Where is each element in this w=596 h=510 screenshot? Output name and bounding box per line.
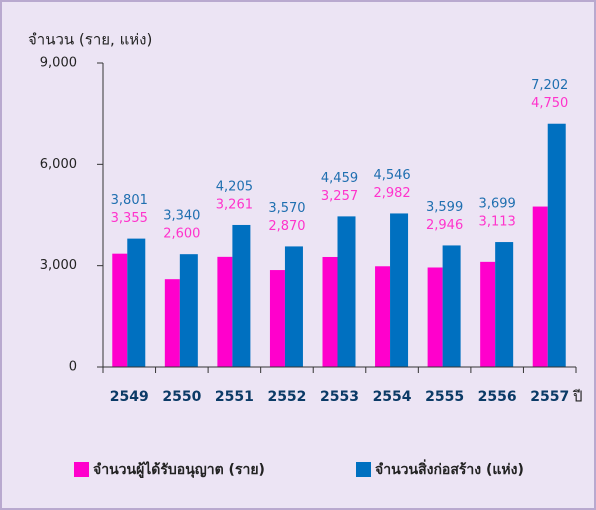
data-label: 3,699	[479, 197, 516, 212]
y-tick-label: 0	[69, 360, 77, 375]
legend-swatch	[74, 462, 89, 477]
x-tick-label: 2555	[425, 389, 464, 405]
bar	[269, 270, 285, 367]
x-tick-label: 2552	[267, 389, 306, 405]
data-label: 4,459	[321, 171, 358, 186]
data-label: 3,599	[426, 200, 463, 215]
data-label: 3,257	[321, 189, 358, 204]
bar	[547, 123, 566, 367]
data-label: 2,946	[426, 218, 463, 233]
data-label: 4,546	[373, 168, 410, 183]
x-tick-label: 2551	[215, 389, 254, 405]
x-axis-label: ปี	[572, 388, 582, 406]
x-tick-label: 2550	[162, 389, 201, 405]
bar	[390, 213, 409, 367]
bar	[442, 245, 461, 367]
x-tick-label: 2556	[478, 389, 517, 405]
x-tick-label: 2549	[110, 389, 149, 405]
bar	[284, 246, 303, 367]
x-tick-label: 2553	[320, 389, 359, 405]
bar	[337, 216, 356, 367]
bar	[127, 238, 146, 367]
data-label: 7,202	[531, 78, 568, 93]
bar	[480, 261, 496, 367]
data-label: 3,570	[268, 201, 305, 216]
data-label: 2,600	[163, 227, 200, 242]
bar	[322, 256, 338, 367]
y-axis-label: จำนวน (ราย, แห่ง)	[28, 31, 152, 49]
data-label: 3,113	[479, 215, 516, 230]
bar	[427, 267, 443, 367]
bar	[164, 279, 180, 367]
data-label: 4,750	[531, 96, 568, 111]
data-label: 3,261	[216, 197, 253, 212]
data-label: 2,982	[373, 186, 410, 201]
bar	[495, 242, 514, 367]
legend-swatch	[356, 462, 371, 477]
y-tick-label: 6,000	[40, 157, 77, 172]
data-label: 3,340	[163, 209, 200, 224]
data-label: 4,205	[216, 179, 253, 194]
data-label: 2,870	[268, 219, 305, 234]
bar	[179, 254, 198, 367]
bar	[532, 206, 548, 367]
bar	[112, 253, 128, 367]
data-label: 3,355	[111, 211, 148, 226]
y-tick-label: 3,000	[40, 258, 77, 273]
legend-label: จำนวนสิ่งก่อสร้าง (แห่ง)	[375, 459, 524, 478]
y-tick-label: 9,000	[40, 56, 77, 71]
bar	[217, 256, 233, 367]
x-tick-label: 2557	[530, 389, 569, 405]
bar	[375, 266, 391, 367]
legend-label: จำนวนผู้ได้รับอนุญาต (ราย)	[93, 460, 265, 478]
bar	[232, 224, 251, 367]
data-label: 3,801	[111, 193, 148, 208]
x-tick-label: 2554	[373, 389, 412, 405]
